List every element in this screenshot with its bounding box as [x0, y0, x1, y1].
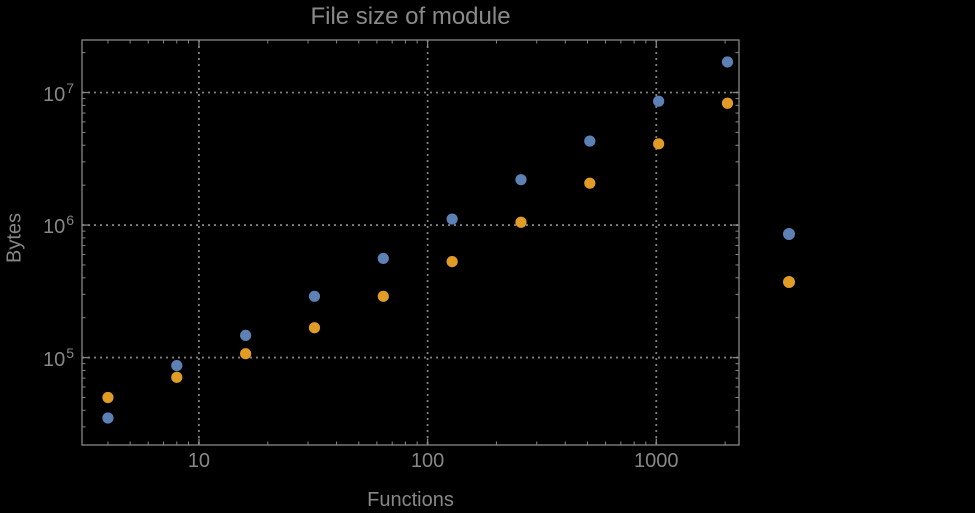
chart-title: File size of module [310, 3, 511, 30]
y-tick-base: 10 [42, 348, 66, 371]
data-point-orange [721, 97, 734, 109]
data-point-orange [584, 177, 596, 189]
y-tick-label: 105 [42, 345, 74, 371]
data-point-blue [653, 95, 665, 107]
x-axis-label: Functions [367, 489, 454, 511]
legend-marker-blue [783, 228, 795, 240]
data-point-blue [240, 329, 252, 342]
data-point-orange [102, 391, 114, 404]
data-point-orange [171, 371, 183, 383]
data-point-orange [515, 216, 527, 228]
legend-marker-orange [783, 276, 795, 288]
data-point-blue [171, 360, 183, 372]
x-tick-label: 100 [410, 450, 445, 472]
x-tick-label: 10 [187, 450, 211, 472]
y-tick-label: 106 [42, 212, 74, 239]
data-point-orange [377, 290, 389, 302]
x-tick-label: 1000 [634, 450, 679, 472]
data-point-orange [653, 138, 665, 150]
data-point-blue [102, 412, 114, 424]
y-tick-exponent: 5 [66, 344, 74, 361]
data-point-blue [377, 252, 389, 265]
plot-frame [81, 39, 740, 446]
data-point-blue [721, 56, 734, 68]
data-point-orange [446, 255, 458, 268]
data-point-blue [446, 213, 458, 225]
y-tick-exponent: 6 [66, 212, 74, 229]
y-axis-label: Bytes [3, 212, 26, 264]
data-point-orange [308, 322, 321, 334]
y-tick-base: 10 [42, 216, 66, 239]
data-point-blue [308, 290, 321, 302]
y-tick-label: 107 [42, 80, 74, 106]
y-tick-base: 10 [42, 83, 66, 106]
data-point-blue [584, 135, 596, 147]
data-point-blue [515, 174, 527, 186]
data-point-orange [240, 348, 252, 360]
y-tick-exponent: 7 [66, 79, 74, 96]
